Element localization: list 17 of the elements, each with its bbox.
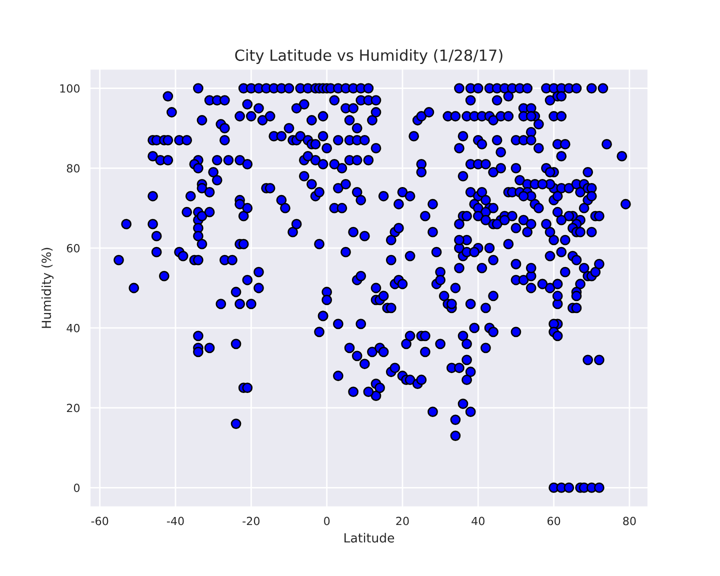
y-tick-label: 20 xyxy=(66,404,80,412)
y-tick-label: 80 xyxy=(66,164,80,173)
y-tick-label: 60 xyxy=(66,244,80,252)
y-tick-label: 0 xyxy=(74,484,80,492)
y-axis-title: Humidity (%) xyxy=(41,248,54,328)
chart-title: City Latitude vs Humidity (1/28/17) xyxy=(235,49,502,64)
x-tick-label: -60 xyxy=(91,516,108,526)
x-tick-label: 0 xyxy=(324,516,330,526)
x-tick-label: -40 xyxy=(166,516,184,526)
x-tick-label: 60 xyxy=(548,516,560,526)
x-axis-title: Latitude xyxy=(344,532,394,543)
x-tick-label: 20 xyxy=(396,516,409,526)
x-tick-label: 80 xyxy=(623,516,636,526)
y-tick-label: 100 xyxy=(60,84,80,93)
x-tick-label: -20 xyxy=(242,516,260,526)
x-tick-label: 40 xyxy=(472,516,484,526)
y-tick-label: 40 xyxy=(66,324,80,332)
